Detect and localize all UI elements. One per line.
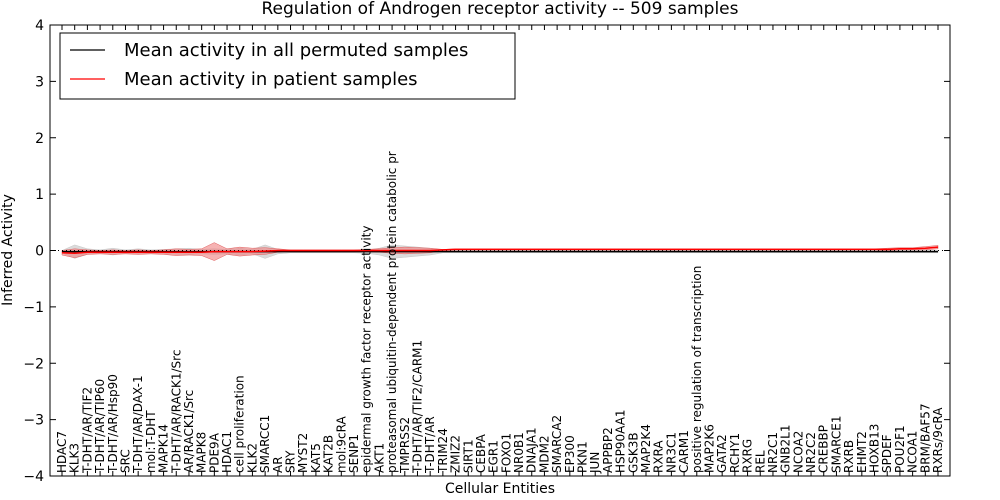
- y-tick-label: 3: [35, 74, 44, 90]
- y-tick-label: −2: [23, 356, 44, 372]
- legend-box: [59, 32, 516, 100]
- x-category-label: RXRA: [652, 440, 666, 473]
- legend-label-patient: Mean activity in patient samples: [124, 69, 418, 90]
- x-category-label: positive regulation of transcription: [690, 266, 704, 473]
- x-category-label: MAP2K4: [639, 424, 653, 473]
- x-category-label: SMARCA2: [550, 415, 564, 473]
- legend: Mean activity in all permuted samples Me…: [59, 32, 516, 100]
- x-category-label: EP300: [563, 435, 577, 473]
- x-category-label: AR: [271, 456, 285, 473]
- x-category-label: AR/RACK1/Src: [182, 390, 196, 473]
- x-category-label: SRC: [119, 449, 133, 473]
- y-axis: 4 3 2 1 0 −1 −2 −3 −4: [23, 18, 950, 485]
- chart-title: Regulation of Androgen receptor activity…: [262, 0, 739, 19]
- x-category-label: AKT1: [372, 443, 386, 473]
- y-tick-label: −3: [23, 413, 44, 429]
- x-category-label: SMARCE1: [829, 415, 843, 473]
- x-category-label: MAPK8: [195, 432, 209, 473]
- x-category-label: RXRG: [741, 439, 755, 473]
- x-category-label: REL: [753, 450, 767, 473]
- x-category-label: T-DHT/AR/RACK1/Src: [169, 350, 183, 474]
- series-line-patient: [61, 246, 939, 255]
- x-category-label: epidermal growth factor receptor activit…: [360, 226, 374, 473]
- y-tick-label: 0: [35, 244, 44, 260]
- y-axis-label: Inferred Activity: [0, 194, 16, 306]
- x-category-label: GNB2L1: [779, 425, 793, 473]
- x-category-label: NR3C1: [664, 432, 678, 473]
- x-category-label: PDE9A: [207, 432, 221, 473]
- x-category-label: SPDEF: [880, 434, 894, 473]
- legend-label-permuted: Mean activity in all permuted samples: [124, 40, 468, 61]
- x-category-label: JUN: [588, 452, 602, 474]
- x-category-label: KLK2: [245, 443, 259, 473]
- x-category-label: GSK3B: [626, 432, 640, 473]
- plot-area: [50, 242, 950, 261]
- x-category-label: T-DHT/AR: [423, 416, 437, 474]
- x-category-label: EGR1: [487, 440, 501, 473]
- x-category-label: NR0B1: [512, 432, 526, 473]
- y-tick-label: −4: [23, 469, 44, 485]
- y-tick-label: 1: [35, 187, 44, 203]
- x-category-label: MAPK14: [157, 424, 171, 473]
- x-category-label: T-DHT/AR/TIP60: [93, 379, 107, 474]
- x-category-label: SIRT1: [461, 439, 475, 473]
- x-category-label: HSP90AA1: [614, 409, 628, 473]
- x-category-label: ZMIZ2: [449, 435, 463, 473]
- x-category-label: SENP1: [347, 434, 361, 473]
- x-category-label: NR2C1: [766, 432, 780, 473]
- x-category-label: HDAC1: [220, 431, 234, 473]
- x-category-label: CREBBP: [817, 425, 831, 473]
- x-category-label: cell proliferation: [233, 375, 247, 473]
- x-category-label: TMPRSS2: [398, 417, 412, 474]
- x-category-label: NR2C2: [804, 432, 818, 473]
- x-category-label: RXRs/9cRA: [931, 407, 945, 473]
- x-category-label: GATA2: [715, 434, 729, 473]
- x-category-label: T-DHT/AR/TIF2/CARM1: [411, 340, 425, 474]
- x-category-label: KAT2B: [322, 435, 336, 473]
- x-category-label: CEBPA: [474, 433, 488, 473]
- x-category-label: HOXB13: [868, 424, 882, 473]
- x-category-label: T-DHT/AR/Hsp90: [106, 374, 120, 474]
- y-tick-label: −1: [23, 300, 44, 316]
- x-category-label: SRY: [284, 450, 298, 473]
- x-category-label: HDAC7: [55, 431, 69, 473]
- x-category-label: RCHY1: [728, 433, 742, 473]
- x-axis: HDAC7KLK3T-DHT/AR/TIF2T-DHT/AR/TIP60T-DH…: [55, 25, 945, 476]
- x-category-label: NCOA2: [791, 431, 805, 473]
- x-category-label: EHMT2: [855, 431, 869, 473]
- x-category-label: SMARCC1: [258, 415, 272, 473]
- x-category-label: BRM/BAF57: [918, 403, 932, 473]
- x-category-label: T-DHT/AR/TIF2: [80, 387, 94, 474]
- x-category-label: CARM1: [677, 430, 691, 473]
- x-category-label: DNAJA1: [525, 427, 539, 473]
- x-category-label: mol:9cRA: [334, 416, 348, 473]
- x-category-label: APPBP2: [601, 427, 615, 473]
- x-category-label: KAT5: [309, 443, 323, 473]
- x-category-label: PKN1: [576, 441, 590, 473]
- y-tick-label: 4: [35, 18, 44, 34]
- x-category-label: NCOA1: [906, 431, 920, 473]
- y-tick-label: 2: [35, 131, 44, 147]
- x-category-label: POU2F1: [893, 425, 907, 473]
- x-category-label: MAP2K6: [703, 424, 717, 473]
- x-category-label: mol:T-DHT: [144, 410, 158, 473]
- x-category-label: T-DHT/AR/DAX-1: [131, 375, 145, 474]
- x-category-label: proteasomal ubiquitin-dependent protein …: [385, 151, 399, 473]
- x-axis-label: Cellular Entities: [445, 481, 555, 497]
- x-category-label: RXRB: [842, 440, 856, 473]
- x-category-label: MYST2: [296, 433, 310, 473]
- x-category-label: KLK3: [68, 443, 82, 473]
- x-category-label: TRIM24: [436, 428, 450, 474]
- x-category-label: MDM2: [537, 435, 551, 473]
- x-category-label: FOXO1: [499, 433, 513, 473]
